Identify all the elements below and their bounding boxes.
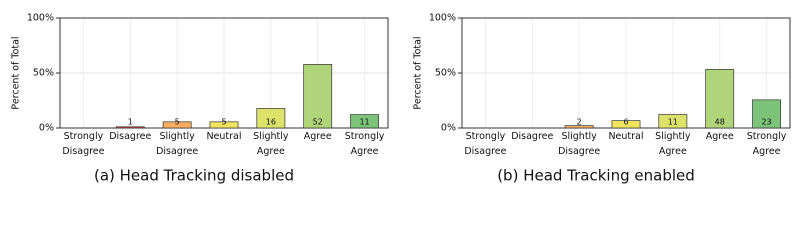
x-tick-label-line: Disagree xyxy=(511,131,553,142)
x-tick-label: Disagree xyxy=(511,131,553,142)
data-label: 2 xyxy=(577,118,582,127)
x-tick-label-line: Agree xyxy=(706,131,734,142)
x-tick-label: Strongly Agree xyxy=(747,131,787,157)
y-tick-label: 100% xyxy=(429,13,456,24)
x-tick-label-line: Neutral xyxy=(608,131,643,142)
data-label: 11 xyxy=(668,118,678,127)
data-label: 48 xyxy=(715,118,725,127)
data-label: 1 xyxy=(128,118,133,127)
data-label: 5 xyxy=(221,118,226,127)
x-tick-label-line: Agree xyxy=(304,131,332,142)
x-tick-label-line: Disagree xyxy=(558,146,600,157)
data-label: 52 xyxy=(313,118,323,127)
caption: (a) Head Tracking disabled xyxy=(94,167,294,185)
y-tick-label: 0% xyxy=(39,123,54,134)
x-tick-label-line: Slightly xyxy=(159,131,195,142)
bar xyxy=(162,121,192,129)
x-tick-label-line: Strongly xyxy=(747,131,787,142)
x-tick-label: Slightly Agree xyxy=(253,131,289,157)
y-tick-label: 50% xyxy=(33,68,54,79)
x-tick-label-line: Disagree xyxy=(109,131,151,142)
x-tick-label-line: Agree xyxy=(257,146,285,157)
x-tick-label: Slightly Disagree xyxy=(558,131,600,157)
x-tick-label: Strongly Disagree xyxy=(62,131,104,157)
caption: (b) Head Tracking enabled xyxy=(497,167,695,185)
x-tick-label: Neutral xyxy=(206,131,241,142)
x-tick-label: Agree xyxy=(304,131,332,142)
y-tick-label: 0% xyxy=(441,123,456,134)
x-tick-label: Strongly Agree xyxy=(345,131,385,157)
bar xyxy=(611,120,641,129)
bar xyxy=(658,114,688,129)
x-tick-label-line: Slightly xyxy=(655,131,691,142)
bar xyxy=(115,126,145,129)
x-tick-label-line: Slightly xyxy=(561,131,597,142)
x-tick-label-line: Agree xyxy=(351,146,379,157)
x-tick-label: Slightly Disagree xyxy=(156,131,198,157)
x-tick-label-line: Disagree xyxy=(156,146,198,157)
bar xyxy=(752,99,781,129)
bar xyxy=(350,114,379,129)
bar xyxy=(303,64,333,129)
data-label: 5 xyxy=(175,118,180,127)
x-tick-label: Neutral xyxy=(608,131,643,142)
x-tick-label-line: Disagree xyxy=(464,146,506,157)
data-label: 16 xyxy=(266,118,276,127)
x-tick-label-line: Strongly xyxy=(466,131,506,142)
x-tick-label-line: Slightly xyxy=(253,131,289,142)
data-label: 23 xyxy=(761,118,771,127)
x-tick-label-line: Strongly xyxy=(345,131,385,142)
y-tick-label: 50% xyxy=(435,68,456,79)
y-axis-label: Percent of Total xyxy=(11,36,22,109)
x-tick-label: Disagree xyxy=(109,131,151,142)
x-tick-label-line: Strongly xyxy=(64,131,104,142)
x-tick-label: Strongly Disagree xyxy=(464,131,506,157)
bar xyxy=(564,125,594,129)
bar xyxy=(256,108,286,129)
x-tick-label-line: Disagree xyxy=(62,146,104,157)
x-tick-label-line: Agree xyxy=(753,146,781,157)
data-label: 11 xyxy=(359,118,369,127)
data-label: 6 xyxy=(623,118,628,127)
y-tick-label: 100% xyxy=(27,13,54,24)
bar xyxy=(209,121,239,129)
x-tick-label-line: Neutral xyxy=(206,131,241,142)
y-axis-label: Percent of Total xyxy=(413,36,424,109)
x-tick-label: Agree xyxy=(706,131,734,142)
x-tick-label-line: Agree xyxy=(659,146,687,157)
bar xyxy=(705,69,735,129)
x-tick-label: Slightly Agree xyxy=(655,131,691,157)
